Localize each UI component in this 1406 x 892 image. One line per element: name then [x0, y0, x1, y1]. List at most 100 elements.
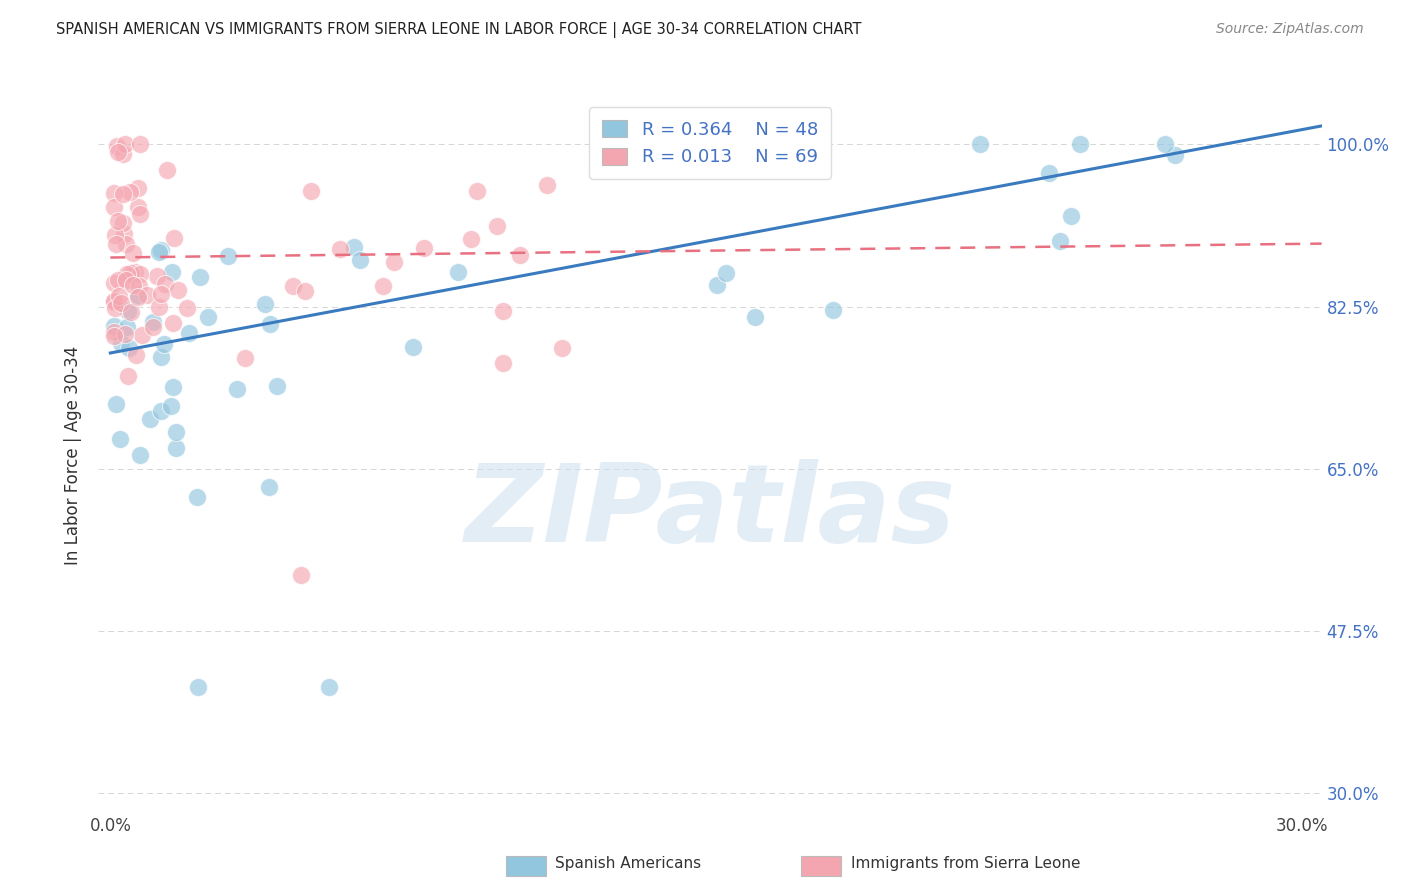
- Point: [294, 284, 316, 298]
- Point: [969, 137, 991, 152]
- Point: [110, 295, 132, 310]
- Point: [108, 289, 131, 303]
- Point: [148, 244, 170, 259]
- Point: [112, 227, 135, 242]
- Point: [107, 273, 129, 287]
- Point: [179, 326, 201, 341]
- Point: [112, 216, 135, 230]
- Point: [156, 163, 179, 178]
- Point: [128, 207, 150, 221]
- Point: [112, 146, 135, 161]
- Point: [117, 267, 139, 281]
- Point: [111, 187, 134, 202]
- Point: [536, 178, 558, 193]
- Point: [551, 341, 574, 355]
- Text: ZIPatlas: ZIPatlas: [464, 459, 956, 565]
- Point: [162, 380, 184, 394]
- Point: [254, 297, 277, 311]
- Point: [382, 255, 405, 269]
- Text: Spanish Americans: Spanish Americans: [555, 856, 702, 871]
- Point: [117, 303, 139, 318]
- Point: [129, 448, 152, 462]
- Point: [131, 327, 153, 342]
- Point: [165, 425, 187, 439]
- Point: [165, 441, 187, 455]
- Point: [104, 301, 127, 315]
- Point: [122, 246, 145, 260]
- Point: [283, 279, 305, 293]
- Point: [163, 231, 186, 245]
- Point: [329, 242, 352, 256]
- Point: [299, 184, 322, 198]
- Point: [118, 341, 141, 355]
- Point: [103, 325, 125, 339]
- Point: [412, 241, 434, 255]
- Point: [103, 294, 125, 309]
- Point: [128, 279, 150, 293]
- Point: [187, 680, 209, 694]
- Point: [127, 288, 149, 302]
- Point: [127, 290, 149, 304]
- Point: [823, 303, 845, 318]
- Point: [103, 276, 125, 290]
- Point: [159, 399, 181, 413]
- Point: [465, 184, 488, 198]
- Point: [142, 320, 165, 334]
- Text: SPANISH AMERICAN VS IMMIGRANTS FROM SIERRA LEONE IN LABOR FORCE | AGE 30-34 CORR: SPANISH AMERICAN VS IMMIGRANTS FROM SIER…: [56, 22, 862, 38]
- Point: [129, 267, 152, 281]
- Point: [103, 329, 125, 343]
- Point: [460, 232, 482, 246]
- Point: [103, 200, 125, 214]
- Point: [120, 266, 142, 280]
- Point: [107, 145, 129, 159]
- Point: [145, 268, 167, 283]
- Point: [142, 315, 165, 329]
- Legend: R = 0.364    N = 48, R = 0.013    N = 69: R = 0.364 N = 48, R = 0.013 N = 69: [589, 107, 831, 179]
- Point: [117, 319, 139, 334]
- Point: [153, 336, 176, 351]
- Point: [114, 327, 136, 342]
- Point: [162, 316, 184, 330]
- Point: [485, 219, 508, 233]
- Point: [104, 228, 127, 243]
- Point: [373, 279, 395, 293]
- Point: [150, 287, 173, 301]
- Point: [121, 277, 143, 292]
- Point: [714, 266, 737, 280]
- Point: [266, 379, 288, 393]
- Point: [1038, 166, 1060, 180]
- Point: [124, 348, 146, 362]
- Point: [492, 356, 515, 370]
- Point: [127, 200, 149, 214]
- Point: [217, 249, 239, 263]
- Point: [149, 404, 172, 418]
- Point: [509, 248, 531, 262]
- Point: [108, 432, 131, 446]
- Point: [290, 568, 312, 582]
- Point: [167, 283, 190, 297]
- Point: [1069, 137, 1091, 152]
- Point: [1154, 137, 1177, 152]
- Point: [136, 287, 159, 301]
- Point: [155, 277, 177, 292]
- Point: [120, 185, 142, 199]
- Point: [349, 252, 371, 267]
- Point: [115, 236, 138, 251]
- Point: [103, 294, 125, 309]
- Point: [225, 382, 247, 396]
- Point: [103, 318, 125, 333]
- Point: [129, 137, 152, 152]
- Point: [1049, 235, 1071, 249]
- Point: [110, 335, 132, 350]
- Point: [188, 269, 211, 284]
- Point: [124, 265, 146, 279]
- Point: [150, 243, 173, 257]
- Point: [176, 301, 198, 315]
- Point: [104, 237, 127, 252]
- Point: [149, 351, 172, 365]
- Text: Immigrants from Sierra Leone: Immigrants from Sierra Leone: [851, 856, 1080, 871]
- Point: [446, 265, 468, 279]
- Point: [706, 277, 728, 292]
- Point: [103, 186, 125, 200]
- Point: [127, 180, 149, 194]
